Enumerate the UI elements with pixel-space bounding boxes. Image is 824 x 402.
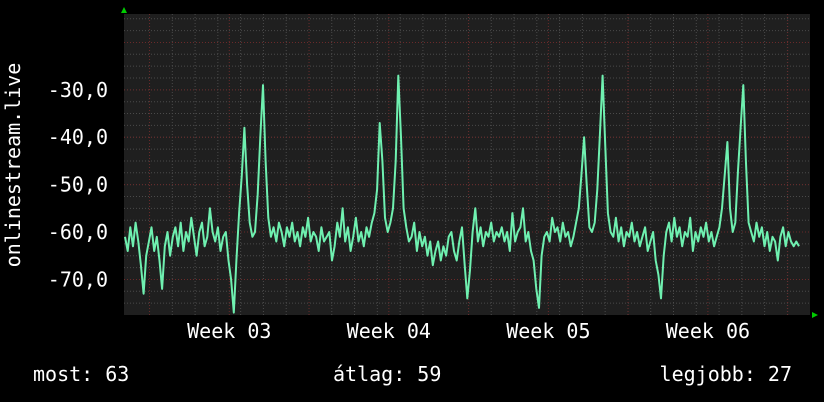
x-tick-labels: Week 03 Week 04 Week 05 Week 06 xyxy=(187,319,750,343)
y-tick-label: -60,0 xyxy=(48,220,108,244)
current-value: most: 63 xyxy=(33,362,130,386)
series-line xyxy=(124,74,800,314)
y-tick-label: -70,0 xyxy=(48,267,108,291)
average-value: átlag: 59 xyxy=(333,362,442,386)
y-tick-label: -50,0 xyxy=(48,173,108,197)
x-tick-label: Week 04 xyxy=(347,319,431,343)
x-tick-label: Week 06 xyxy=(666,319,750,343)
y-tick-label: -30,0 xyxy=(48,78,108,102)
plot-area xyxy=(124,14,810,315)
x-axis-arrow xyxy=(812,312,818,318)
best-value: legjobb: 27 xyxy=(659,362,792,386)
x-tick-label: Week 03 xyxy=(187,319,271,343)
y-tick-labels: -30,0 -40,0 -50,0 -60,0 -70,0 xyxy=(48,78,108,292)
x-tick-label: Week 05 xyxy=(506,319,590,343)
y-tick-label: -40,0 xyxy=(48,125,108,149)
y-axis-label: onlinestream.live xyxy=(1,63,25,268)
grid-major xyxy=(124,14,810,315)
y-axis-arrow xyxy=(121,7,127,13)
